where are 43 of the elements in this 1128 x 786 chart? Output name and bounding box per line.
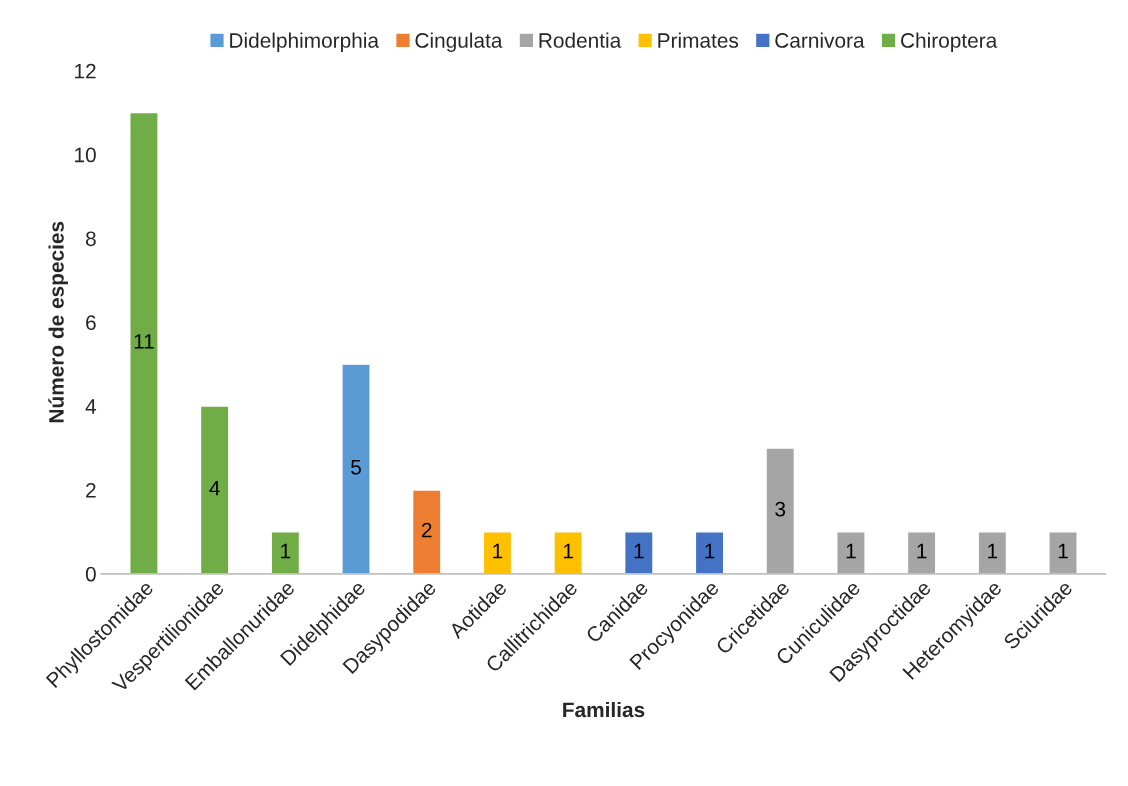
bar xyxy=(1048,531,1078,574)
bar xyxy=(129,111,159,574)
x-axis-title: Familias xyxy=(563,701,645,718)
data-label: 1 xyxy=(846,543,856,559)
data-label: 1 xyxy=(493,543,503,559)
bar xyxy=(411,489,442,574)
bar xyxy=(836,531,866,574)
bar xyxy=(906,531,937,574)
y-tick-label: 2 xyxy=(86,482,96,498)
data-label: 5 xyxy=(351,460,361,475)
y-tick-label: 12 xyxy=(75,63,96,79)
data-label: 1 xyxy=(634,543,644,559)
bar xyxy=(482,531,513,574)
legend-label: Chiroptera xyxy=(901,32,998,52)
data-label: 3 xyxy=(775,501,786,517)
y-tick-label: 0 xyxy=(85,566,96,582)
bar xyxy=(341,363,371,574)
bar xyxy=(199,405,230,574)
y-tick-label: 4 xyxy=(85,399,97,414)
y-axis-title: Número de especies xyxy=(48,221,68,423)
data-label: 1 xyxy=(281,543,291,559)
data-label: 4 xyxy=(209,480,220,496)
legend-label: Didelphimorphia xyxy=(230,32,380,52)
legend-label: Cingulata xyxy=(415,32,503,52)
data-label: 1 xyxy=(705,543,715,559)
bar xyxy=(270,531,301,574)
data-label: 1 xyxy=(988,543,998,559)
data-label: 1 xyxy=(917,543,927,559)
y-tick-label: 8 xyxy=(85,231,96,247)
data-label: 11 xyxy=(134,334,154,349)
legend-label: Primates xyxy=(658,32,739,48)
bar xyxy=(623,531,654,574)
bar xyxy=(765,447,796,574)
data-label: 1 xyxy=(1058,543,1068,559)
bar xyxy=(977,531,1008,574)
legend-label: Carnivora xyxy=(775,32,865,48)
y-tick-label: 6 xyxy=(86,315,96,331)
data-label: 1 xyxy=(563,543,573,559)
y-tick-label: 10 xyxy=(75,147,96,163)
bar xyxy=(694,531,725,574)
bar xyxy=(553,531,583,574)
data-label: 2 xyxy=(421,522,432,538)
legend-label: Rodentia xyxy=(539,32,622,48)
